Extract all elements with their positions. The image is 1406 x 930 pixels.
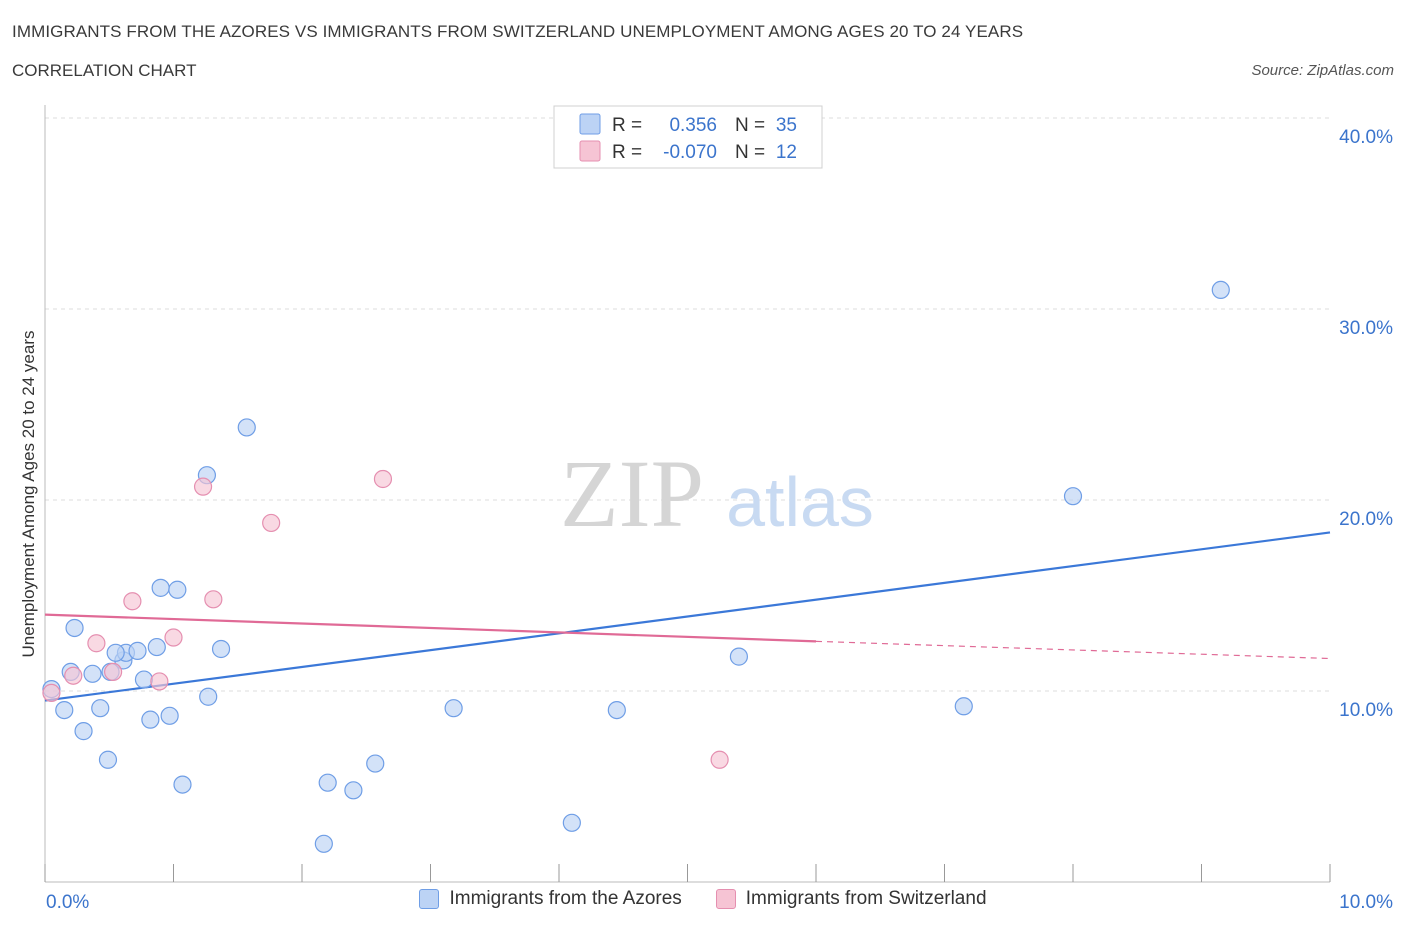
x-tick-label: 10.0% xyxy=(1339,892,1393,913)
point-azores xyxy=(141,710,160,729)
bottom-legend-azores-swatch xyxy=(419,889,440,909)
x-tick-label: 0.0% xyxy=(46,892,89,913)
point-azores xyxy=(173,775,192,794)
point-azores xyxy=(199,687,218,706)
grid-lines xyxy=(45,117,1330,692)
point-azores xyxy=(1063,487,1083,506)
point-switzerland xyxy=(104,662,123,682)
point-azores xyxy=(65,618,84,638)
point-azores xyxy=(134,670,154,689)
point-switzerland xyxy=(262,513,281,533)
watermark: ZIP atlas xyxy=(560,440,874,547)
point-azores xyxy=(366,754,385,773)
point-azores xyxy=(83,664,102,683)
bottom-legend: Immigrants from the Azores Immigrants fr… xyxy=(0,888,1406,910)
legend-switzerland-r-value: -0.070 xyxy=(663,142,717,163)
legend-switzerland-n-value: 12 xyxy=(776,142,797,163)
bottom-legend-switzerland-label: Immigrants from Switzerland xyxy=(745,888,987,909)
data-points xyxy=(42,280,1230,853)
trendline-switzerland xyxy=(44,613,817,643)
point-azores xyxy=(106,643,125,662)
point-azores xyxy=(607,700,626,720)
point-azores xyxy=(55,700,74,720)
watermark-zip: ZIP xyxy=(560,440,704,547)
trendline-azores xyxy=(44,531,1331,702)
y-tick-label: 10.0% xyxy=(1339,700,1393,721)
y-tick-label: 40.0% xyxy=(1339,127,1393,148)
axes xyxy=(44,105,1331,883)
bottom-legend-switzerland: Immigrants from Switzerland xyxy=(715,888,987,910)
watermark-atlas: atlas xyxy=(726,463,874,541)
point-azores xyxy=(128,641,147,660)
point-azores xyxy=(318,773,337,792)
point-azores xyxy=(1211,280,1230,299)
y-tick-label: 30.0% xyxy=(1339,318,1393,339)
legend-box: R = 0.356 N = 35 R = -0.070 N = 12 xyxy=(553,105,823,169)
point-azores xyxy=(98,750,118,769)
legend-switzerland-r-label: R = xyxy=(612,142,642,163)
point-switzerland xyxy=(193,477,213,496)
point-switzerland xyxy=(204,590,223,609)
point-azores xyxy=(160,706,179,725)
legend-azores-r-value: 0.356 xyxy=(669,115,717,136)
bottom-legend-switzerland-swatch xyxy=(715,889,736,909)
trendlines xyxy=(44,531,1331,702)
point-switzerland xyxy=(42,683,61,703)
legend-azores-r-label: R = xyxy=(612,115,642,136)
point-azores xyxy=(168,580,187,599)
tick-labels: 10.0% 20.0% 30.0% 40.0% 0.0% 10.0% xyxy=(46,127,1393,913)
point-azores xyxy=(74,722,93,741)
bottom-legend-azores: Immigrants from the Azores xyxy=(419,888,682,910)
point-azores xyxy=(444,699,463,718)
chart-title: IMMIGRANTS FROM THE AZORES VS IMMIGRANTS… xyxy=(12,22,1024,41)
point-azores xyxy=(562,813,581,832)
point-azores xyxy=(151,578,170,597)
legend-swatch-switzerland xyxy=(579,140,601,162)
y-tick-label: 20.0% xyxy=(1339,509,1393,530)
point-switzerland xyxy=(64,666,83,685)
point-azores xyxy=(344,781,363,800)
legend-swatch-azores xyxy=(579,113,601,135)
point-switzerland xyxy=(150,672,169,691)
trendline-switzerland-extension xyxy=(815,640,1331,660)
legend-azores-n-value: 35 xyxy=(776,115,797,136)
source-credit: Source: ZipAtlas.com xyxy=(1251,62,1394,79)
chart-subtitle: CORRELATION CHART xyxy=(12,61,197,80)
legend-azores-n-label: N = xyxy=(735,115,765,136)
point-switzerland xyxy=(164,628,183,647)
point-azores xyxy=(237,418,256,437)
point-switzerland xyxy=(710,750,729,769)
point-azores xyxy=(314,834,333,853)
point-azores xyxy=(147,637,166,657)
point-azores xyxy=(211,639,231,659)
point-switzerland xyxy=(123,592,142,611)
point-azores xyxy=(91,699,110,718)
point-switzerland xyxy=(373,469,393,489)
legend-switzerland-n-label: N = xyxy=(735,142,765,163)
y-axis-label: Unemployment Among Ages 20 to 24 years xyxy=(19,331,38,658)
point-azores xyxy=(729,647,749,666)
point-azores xyxy=(954,697,973,716)
bottom-legend-azores-label: Immigrants from the Azores xyxy=(449,888,682,909)
point-switzerland xyxy=(87,634,106,653)
